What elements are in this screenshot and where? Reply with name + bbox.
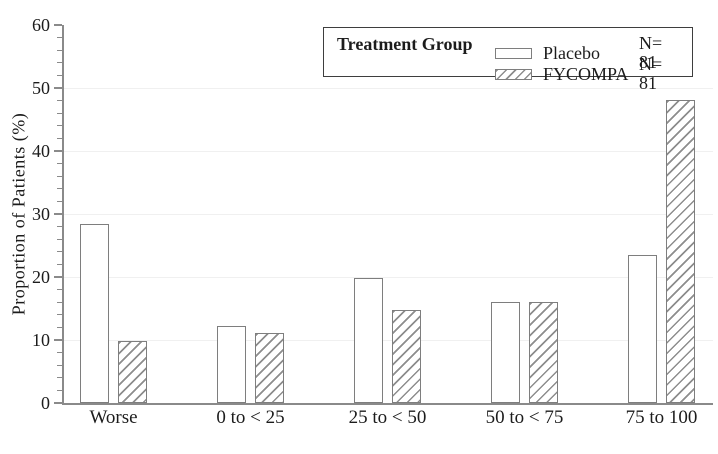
bar-placebo-25-to-50 [354, 278, 383, 403]
x-axis-line [62, 403, 713, 405]
legend-row-placebo: Placebo N= 81 [495, 34, 684, 72]
y-minor-tick-36 [57, 175, 62, 177]
gridline-50 [62, 88, 713, 89]
y-tick-label-0: 0 [41, 393, 50, 413]
y-tick-label-20: 20 [32, 267, 50, 287]
y-minor-tick-18 [57, 289, 62, 291]
y-tick-0 [54, 402, 62, 404]
y-minor-tick-22 [57, 263, 62, 265]
bar-fycompa-75-to-100 [666, 99, 695, 403]
gridline-20 [62, 277, 713, 278]
gridline-40 [62, 151, 713, 152]
legend-label-fycompa: FYCOMPA [543, 63, 629, 84]
y-minor-tick-14 [57, 314, 62, 316]
gridline-10 [62, 340, 713, 341]
x-label-worse: Worse [89, 407, 138, 428]
y-minor-tick-54 [57, 62, 62, 64]
y-minor-tick-4 [57, 377, 62, 379]
y-tick-30 [54, 213, 62, 215]
bar-placebo-75-to-100 [628, 254, 657, 403]
bar-fycompa-50-to-75 [529, 302, 558, 403]
y-minor-tick-38 [57, 163, 62, 165]
y-minor-tick-8 [57, 352, 62, 354]
bar-placebo-worse [80, 224, 109, 403]
bar-placebo-50-to-75 [491, 302, 520, 403]
bar-placebo-0-to-25 [217, 325, 246, 403]
y-minor-tick-6 [57, 364, 62, 366]
y-minor-tick-16 [57, 301, 62, 303]
fycompa-swatch-icon [495, 68, 532, 80]
y-tick-60 [54, 24, 62, 26]
y-minor-tick-58 [57, 37, 62, 39]
y-minor-tick-26 [57, 238, 62, 240]
y-minor-tick-12 [57, 326, 62, 328]
bar-fycompa-0-to-25 [255, 333, 284, 403]
y-axis-line [62, 25, 64, 404]
y-minor-tick-52 [57, 74, 62, 76]
x-label-0-to-25: 0 to < 25 [216, 407, 285, 428]
y-minor-tick-32 [57, 200, 62, 202]
y-minor-tick-42 [57, 137, 62, 139]
plot-area [62, 25, 713, 403]
y-minor-tick-46 [57, 112, 62, 114]
y-minor-tick-2 [57, 389, 62, 391]
placebo-swatch-icon [495, 47, 532, 59]
y-tick-label-60: 60 [32, 15, 50, 35]
y-tick-10 [54, 339, 62, 341]
y-minor-tick-44 [57, 125, 62, 127]
legend-title: Treatment Group [337, 34, 473, 54]
legend-n-placebo: N= 81 [639, 33, 663, 72]
x-label-75-to-100: 75 to 100 [625, 407, 698, 428]
legend-rows: Placebo N= 81 FYCOMPA N= 81 [495, 34, 684, 93]
gridline-30 [62, 214, 713, 215]
bar-fycompa-25-to-50 [392, 309, 421, 403]
y-minor-tick-34 [57, 188, 62, 190]
bar-fycompa-worse [118, 340, 147, 403]
legend-n-fycompa: N= 81 [639, 54, 663, 93]
x-label-50-to-75: 50 to < 75 [485, 407, 564, 428]
legend-row-fycompa: FYCOMPA N= 81 [495, 55, 684, 93]
y-tick-20 [54, 276, 62, 278]
x-label-25-to-50: 25 to < 50 [348, 407, 427, 428]
y-tick-label-30: 30 [32, 204, 50, 224]
y-minor-tick-28 [57, 226, 62, 228]
y-minor-tick-48 [57, 100, 62, 102]
y-tick-40 [54, 150, 62, 152]
y-tick-50 [54, 87, 62, 89]
y-tick-label-50: 50 [32, 78, 50, 98]
legend-label-placebo: Placebo [543, 42, 600, 63]
legend: Treatment Group Placebo N= 81 FYCOMPA N=… [323, 27, 693, 93]
y-tick-label-40: 40 [32, 141, 50, 161]
y-tick-label-10: 10 [32, 330, 50, 350]
y-minor-tick-24 [57, 251, 62, 253]
y-minor-tick-56 [57, 49, 62, 51]
